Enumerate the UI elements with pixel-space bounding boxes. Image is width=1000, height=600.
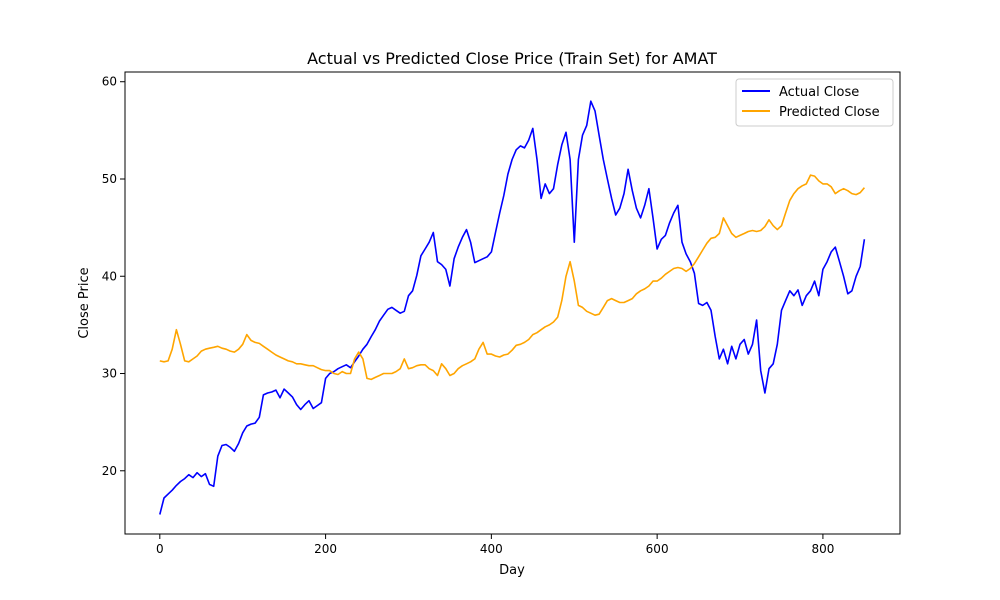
x-axis-title: Day	[499, 563, 525, 578]
x-tick-label: 200	[314, 542, 337, 556]
y-axis: 20 30 40 50 60	[102, 75, 125, 478]
y-tick-label: 60	[102, 75, 117, 89]
legend: Actual Close Predicted Close	[735, 78, 894, 127]
y-axis-title: Close Price	[77, 267, 92, 338]
chart-title: Actual vs Predicted Close Price (Train S…	[307, 49, 717, 68]
y-tick-label: 50	[102, 172, 117, 186]
x-axis: 0 200 400 600 800	[156, 534, 834, 556]
legend-label: Predicted Close	[779, 105, 880, 120]
x-tick-label: 600	[646, 542, 669, 556]
legend-box	[735, 78, 894, 127]
series-line-predicted-close	[159, 174, 866, 381]
y-tick-label: 40	[102, 269, 117, 283]
plot-frame	[124, 71, 901, 535]
y-tick-label: 20	[102, 464, 117, 478]
x-tick-label: 800	[811, 542, 834, 556]
x-tick-label: 0	[156, 542, 164, 556]
legend-label: Actual Close	[779, 85, 859, 100]
x-tick-label: 400	[480, 542, 503, 556]
plot-area	[159, 100, 866, 515]
series-line-actual-close	[159, 100, 866, 515]
y-tick-label: 30	[102, 367, 117, 381]
